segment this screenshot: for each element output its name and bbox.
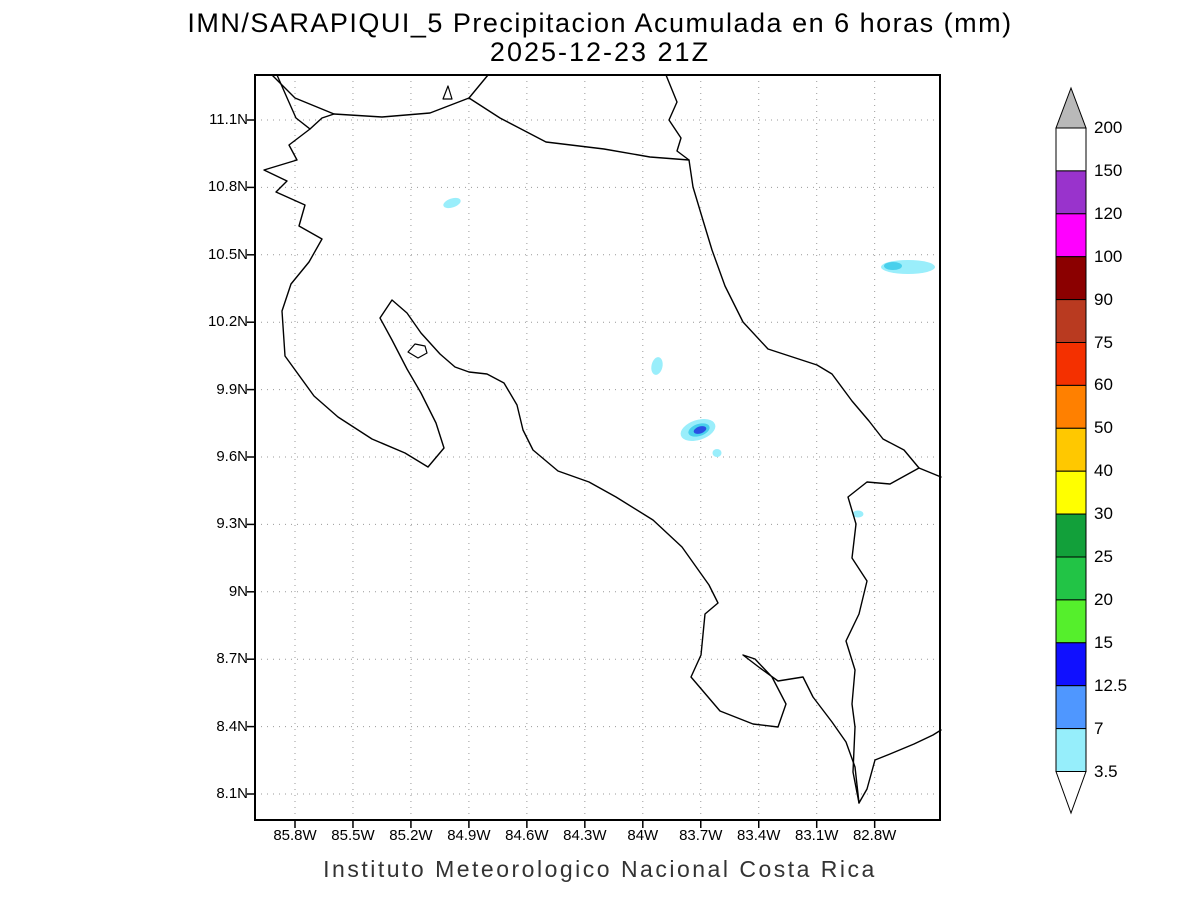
lake-island xyxy=(442,85,453,100)
coastline-pacific-costa-rica xyxy=(263,74,942,804)
precip-area-border-south xyxy=(852,510,864,518)
colorbar-band xyxy=(1055,384,1087,429)
precip-area-turrialba xyxy=(712,449,722,457)
coastlines xyxy=(263,74,942,804)
colorbar-band xyxy=(1055,513,1087,558)
colorbar-band xyxy=(1055,728,1087,772)
colorbar-band xyxy=(1055,299,1087,344)
map-background xyxy=(255,75,940,820)
map-frame xyxy=(254,74,941,821)
precip-area-offshore-caribbean-core xyxy=(884,262,902,270)
colorbar-below-min-arrow xyxy=(1055,771,1087,815)
precip-area-central xyxy=(651,357,663,375)
precipitation-areas xyxy=(443,197,935,518)
lake-nicaragua-shore xyxy=(271,74,489,118)
colorbar xyxy=(1055,86,1087,815)
colorbar-band xyxy=(1055,170,1087,215)
lat-lon-grid xyxy=(255,75,940,820)
colorbar-band xyxy=(1055,256,1087,301)
border-nicaragua-river xyxy=(468,97,690,161)
precip-area-north-plains xyxy=(443,197,461,209)
coastline-caribbean xyxy=(665,74,942,478)
chira-island xyxy=(407,343,428,359)
colorbar-band xyxy=(1055,213,1087,258)
precip-area-sarapiqui-core xyxy=(693,426,707,434)
colorbar-band xyxy=(1055,556,1087,601)
colorbar-band xyxy=(1055,470,1087,515)
colorbar-band xyxy=(1055,427,1087,472)
colorbar-band xyxy=(1055,342,1087,386)
colorbar-above-max-arrow xyxy=(1055,86,1087,129)
colorbar-band xyxy=(1055,685,1087,730)
border-panama xyxy=(845,467,920,804)
colorbar-band xyxy=(1055,642,1087,687)
source-caption: Instituto Meteorologico Nacional Costa R… xyxy=(323,856,877,882)
map-title: IMN/SARAPIQUI_5 Precipitacion Acumulada … xyxy=(187,8,1013,38)
colorbar-band xyxy=(1055,599,1087,644)
colorbar-band xyxy=(1055,127,1087,172)
border-nicaragua-west xyxy=(309,113,335,130)
axis-ticks xyxy=(247,119,876,828)
map-valid-time: 2025-12-23 21Z xyxy=(489,37,711,67)
